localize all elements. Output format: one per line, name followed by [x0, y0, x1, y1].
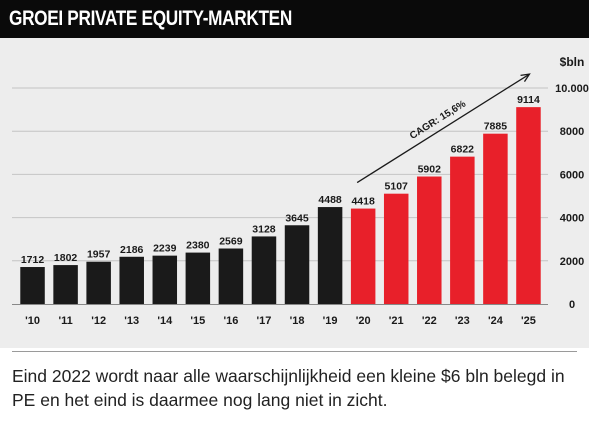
bar — [383, 193, 409, 304]
divider — [12, 351, 577, 352]
data-label: 7885 — [484, 121, 508, 133]
bar — [20, 267, 45, 304]
bar — [53, 265, 78, 304]
x-tick-label: '18 — [290, 315, 305, 327]
data-label: 9114 — [517, 94, 540, 106]
y-tick-label: 8000 — [560, 126, 584, 138]
data-label: 5902 — [418, 164, 442, 176]
caption: Eind 2022 wordt naar alle waarschijnlijk… — [12, 366, 565, 410]
bar — [86, 261, 111, 304]
x-tick-label: '11 — [58, 315, 72, 327]
x-tick-label: '22 — [422, 315, 437, 327]
x-tick-label: '13 — [124, 315, 139, 327]
chart-title: GROEI PRIVATE EQUITY-MARKTEN — [9, 7, 292, 30]
data-label: 2569 — [219, 236, 243, 248]
y-tick-label: 2000 — [560, 256, 584, 268]
chart-area: 0 2000 4000 6000 8000 10.000 $bln 1712 '10 1802 '1… — [0, 38, 589, 348]
data-label: 6822 — [451, 144, 475, 156]
x-tick-label: '14 — [157, 315, 173, 327]
bar — [483, 133, 508, 304]
bar — [152, 255, 178, 304]
x-tick-label: '23 — [455, 315, 470, 327]
bar — [218, 248, 244, 304]
x-tick-label: '19 — [323, 315, 338, 327]
bar — [317, 207, 343, 304]
data-label: 3645 — [285, 212, 309, 224]
x-tick-label: '17 — [257, 315, 272, 327]
bar — [450, 156, 475, 304]
data-label: 1802 — [54, 252, 78, 264]
cagr-arrow-line — [356, 73, 530, 184]
x-tick-label: '10 — [25, 315, 40, 327]
x-tick-label: '25 — [521, 315, 536, 327]
bar — [251, 236, 277, 304]
data-label: 3128 — [252, 223, 276, 235]
data-label: 1712 — [21, 254, 45, 266]
data-label: 4418 — [351, 196, 375, 208]
cagr-annotation: CAGR: 15,6% — [408, 99, 468, 142]
y-tick-label: 0 — [569, 299, 575, 311]
y-tick-label: 4000 — [560, 213, 584, 225]
bar — [284, 225, 310, 304]
y-tick-label: 10.000 — [555, 83, 589, 95]
x-tick-label: '20 — [356, 315, 371, 327]
y-axis-label: $bln — [560, 55, 585, 69]
x-tick-label: '24 — [488, 315, 504, 327]
x-tick-label: '12 — [91, 315, 106, 327]
data-label: 2239 — [153, 243, 177, 255]
bar — [516, 107, 541, 304]
data-label: 1957 — [87, 249, 111, 261]
bar — [350, 208, 376, 304]
header-bar: GROEI PRIVATE EQUITY-MARKTEN — [0, 0, 589, 38]
data-label: 5107 — [385, 181, 409, 193]
bar-chart: 0 2000 4000 6000 8000 10.000 $bln 1712 '10 1802 '1… — [12, 55, 589, 327]
bar — [185, 252, 211, 304]
data-label: 4488 — [318, 194, 342, 206]
x-tick-label: '16 — [223, 315, 238, 327]
y-tick-label: 6000 — [560, 169, 584, 181]
x-tick-label: '15 — [190, 315, 205, 327]
x-tick-label: '21 — [389, 315, 404, 327]
data-label: 2380 — [186, 240, 210, 252]
bar — [417, 176, 442, 304]
data-label: 2186 — [120, 244, 144, 256]
bar — [119, 256, 144, 304]
cagr-arrowhead — [520, 73, 531, 82]
